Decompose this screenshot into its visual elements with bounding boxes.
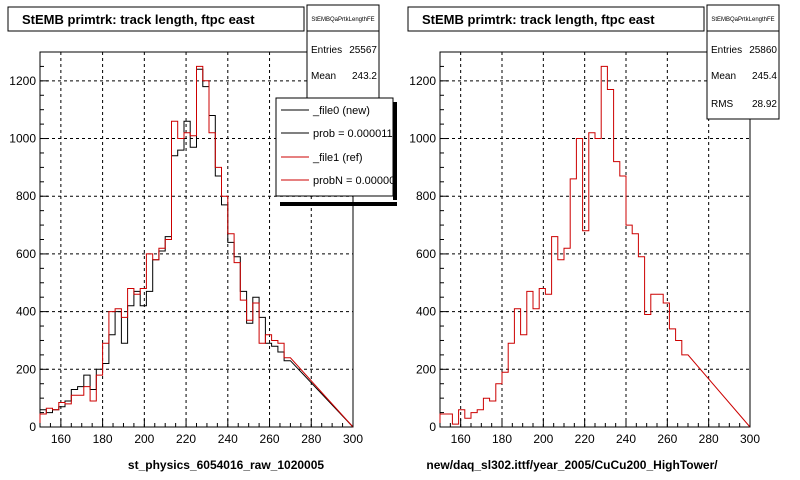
y-tick-label: 1000 — [409, 132, 436, 146]
axis-ticks: 160 180 200 220 240 260 280 300 0 200 400 600 800 100… — [9, 51, 363, 446]
stats-value: 243.2 — [352, 71, 377, 82]
series-group — [439, 65, 751, 428]
stats-value: 28.92 — [752, 99, 777, 110]
x-tick-label: 160 — [451, 432, 471, 446]
x-tick-label: 220 — [176, 432, 196, 446]
legend-label: prob = 0.000011 — [313, 128, 393, 140]
stats-label: Entries — [711, 45, 742, 56]
x-tick-label: 280 — [699, 432, 719, 446]
title-box: StEMB primtrk: track length, ftpc east — [407, 6, 705, 32]
y-tick-label: 200 — [16, 362, 36, 376]
legend-label: probN = 0.00000 — [313, 175, 395, 187]
histogram-panel-left: 160 180 200 220 240 260 280 300 0 200 400 600 800 100… — [7, 4, 397, 472]
plot-frame — [439, 51, 751, 428]
x-tick-label: 300 — [343, 432, 363, 446]
stats-name: StEMBQaPrtkLengthFE — [311, 17, 374, 23]
title-box: StEMB primtrk: track length, ftpc east — [7, 6, 305, 32]
y-tick-label: 800 — [416, 189, 436, 203]
x-tick-label: 240 — [616, 432, 636, 446]
x-axis-label: new/daq_sl302.ittf/year_2005/CuCu200_Hig… — [426, 458, 718, 472]
x-tick-label: 180 — [492, 432, 512, 446]
y-tick-label: 1200 — [9, 74, 36, 88]
stats-label: Mean — [711, 71, 736, 82]
histogram-series — [39, 65, 354, 428]
x-tick-label: 300 — [740, 432, 760, 446]
chart-title: StEMB primtrk: track length, ftpc east — [422, 12, 655, 27]
y-tick-label: 400 — [416, 305, 436, 319]
x-tick-label: 160 — [51, 432, 71, 446]
y-tick-label: 1200 — [409, 74, 436, 88]
stats-label: Mean — [311, 71, 336, 82]
x-tick-label: 280 — [301, 432, 321, 446]
x-tick-label: 200 — [134, 432, 154, 446]
x-tick-label: 180 — [93, 432, 113, 446]
stats-label: RMS — [711, 99, 734, 110]
x-tick-label: 220 — [575, 432, 595, 446]
x-tick-label: 260 — [657, 432, 677, 446]
x-tick-label: 240 — [218, 432, 238, 446]
stats-label: Entries — [311, 45, 342, 56]
x-tick-label: 260 — [260, 432, 280, 446]
histogram-panel-right: 160 180 200 220 240 260 280 300 0 200 400 600 800 100… — [407, 4, 780, 472]
legend-label: _file1 (ref) — [312, 152, 363, 164]
y-tick-label: 1000 — [9, 132, 36, 146]
axis-ticks: 160 180 200 220 240 260 280 300 0 200 400 600 800 100… — [409, 51, 760, 446]
series-group — [39, 65, 354, 428]
y-tick-label: 600 — [16, 247, 36, 261]
y-tick-label: 800 — [16, 189, 36, 203]
grid — [440, 52, 750, 427]
y-tick-label: 200 — [416, 362, 436, 376]
legend: _file0 (new) prob = 0.000011 _file1 (ref… — [275, 97, 397, 206]
stats-box: StEMBQaPrtkLengthFE Entries 25860 Mean 2… — [706, 4, 780, 120]
stats-value: 25860 — [749, 45, 777, 56]
legend-entry: _file0 (new) — [281, 105, 370, 117]
histogram-series — [439, 65, 751, 428]
legend-entry: probN = 0.00000 — [281, 175, 395, 187]
stats-value: 245.4 — [752, 71, 777, 82]
y-tick-label: 0 — [29, 420, 36, 434]
y-tick-label: 0 — [429, 420, 436, 434]
legend-entry: prob = 0.000011 — [281, 128, 393, 140]
legend-entry: _file1 (ref) — [281, 152, 363, 164]
x-axis-label: st_physics_6054016_raw_1020005 — [128, 458, 324, 472]
stats-value: 25567 — [349, 45, 377, 56]
stats-name: StEMBQaPrtkLengthFE — [711, 17, 774, 23]
chart-title: StEMB primtrk: track length, ftpc east — [22, 12, 255, 27]
y-tick-label: 400 — [16, 305, 36, 319]
y-tick-label: 600 — [416, 247, 436, 261]
x-tick-label: 200 — [533, 432, 553, 446]
legend-label: _file0 (new) — [312, 105, 370, 117]
